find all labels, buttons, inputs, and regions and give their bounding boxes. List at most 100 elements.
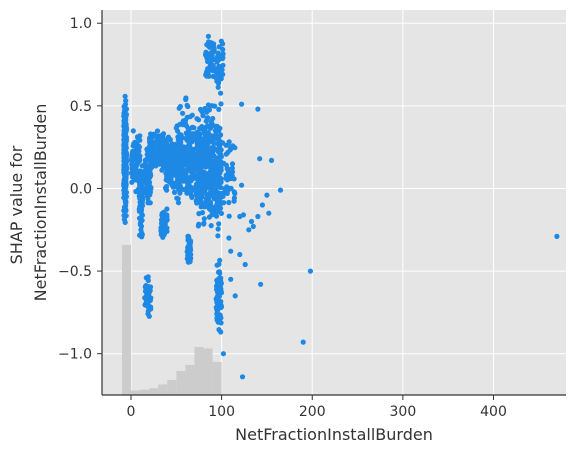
data-point	[200, 113, 206, 119]
data-point	[181, 154, 187, 160]
data-point	[159, 223, 165, 229]
data-point	[208, 223, 214, 229]
data-point	[177, 170, 183, 177]
data-point	[129, 166, 135, 172]
data-point	[205, 33, 211, 39]
data-point	[151, 133, 157, 139]
data-point	[218, 299, 224, 305]
data-point	[180, 110, 186, 116]
data-point	[145, 200, 151, 206]
data-point	[189, 165, 195, 171]
data-point	[123, 98, 129, 104]
data-point	[237, 213, 243, 220]
data-point	[215, 313, 221, 319]
data-point	[205, 134, 212, 140]
data-point	[225, 142, 231, 148]
data-point	[143, 275, 149, 281]
data-point	[207, 201, 214, 207]
data-point	[300, 339, 306, 345]
data-point	[211, 174, 217, 180]
data-point	[134, 148, 140, 155]
data-point	[163, 140, 170, 146]
data-point	[136, 206, 142, 212]
data-point	[187, 155, 193, 161]
data-point	[248, 218, 255, 225]
data-point	[212, 132, 218, 139]
data-point	[181, 121, 187, 127]
data-point	[221, 200, 227, 206]
data-point	[139, 231, 145, 237]
x-tick-label: 200	[299, 404, 326, 420]
data-point	[122, 153, 128, 159]
data-point	[216, 327, 222, 333]
data-point	[204, 109, 210, 115]
data-point	[201, 138, 207, 144]
data-point	[213, 189, 219, 195]
data-point	[232, 293, 238, 299]
x-axis-label: NetFractionInstallBurden	[235, 425, 433, 444]
feature-histogram	[121, 244, 222, 395]
data-point	[197, 106, 204, 112]
data-point	[209, 62, 215, 68]
data-point	[215, 84, 221, 90]
data-point	[184, 161, 190, 167]
data-point	[231, 189, 237, 195]
data-point	[122, 120, 129, 126]
data-point	[226, 235, 232, 241]
data-point	[206, 159, 212, 165]
histogram-bar	[121, 244, 131, 395]
data-point	[200, 156, 206, 162]
data-point	[145, 304, 151, 310]
y-tick-label: 0.0	[70, 181, 92, 197]
data-point	[229, 161, 236, 167]
data-point	[137, 176, 143, 182]
data-point	[194, 116, 200, 122]
data-point	[185, 249, 191, 256]
data-point	[169, 157, 175, 163]
data-point	[224, 166, 230, 172]
y-tick-label: −1.0	[58, 347, 92, 363]
data-point	[202, 186, 208, 193]
data-point	[123, 200, 129, 206]
data-point	[122, 131, 128, 137]
data-point	[137, 168, 143, 174]
data-point	[123, 170, 129, 176]
data-point	[183, 171, 189, 177]
data-point	[208, 119, 214, 125]
data-point	[122, 162, 128, 169]
histogram-bar	[140, 389, 150, 395]
data-point	[218, 154, 224, 160]
data-point	[155, 141, 161, 147]
data-point	[264, 192, 270, 198]
data-point	[157, 137, 163, 143]
data-point	[177, 190, 183, 196]
data-point	[148, 148, 154, 154]
data-point	[213, 123, 219, 129]
data-point	[142, 173, 148, 179]
data-point	[211, 170, 217, 176]
data-point	[196, 135, 202, 141]
data-point	[220, 51, 226, 57]
data-point	[165, 168, 171, 174]
data-point	[166, 153, 172, 159]
data-point	[194, 174, 201, 180]
data-point	[189, 185, 195, 191]
data-point	[197, 142, 203, 149]
data-point	[239, 374, 246, 380]
data-point	[206, 140, 212, 146]
data-point	[145, 177, 151, 183]
data-point	[217, 67, 223, 73]
data-point	[163, 161, 169, 168]
data-point	[128, 157, 135, 164]
data-point	[165, 174, 171, 180]
data-point	[186, 241, 193, 247]
data-point	[203, 49, 209, 55]
data-point	[201, 221, 207, 227]
data-point	[146, 168, 152, 174]
data-point	[239, 182, 245, 188]
data-point	[162, 185, 169, 191]
data-point	[229, 169, 236, 175]
data-point	[194, 151, 200, 157]
